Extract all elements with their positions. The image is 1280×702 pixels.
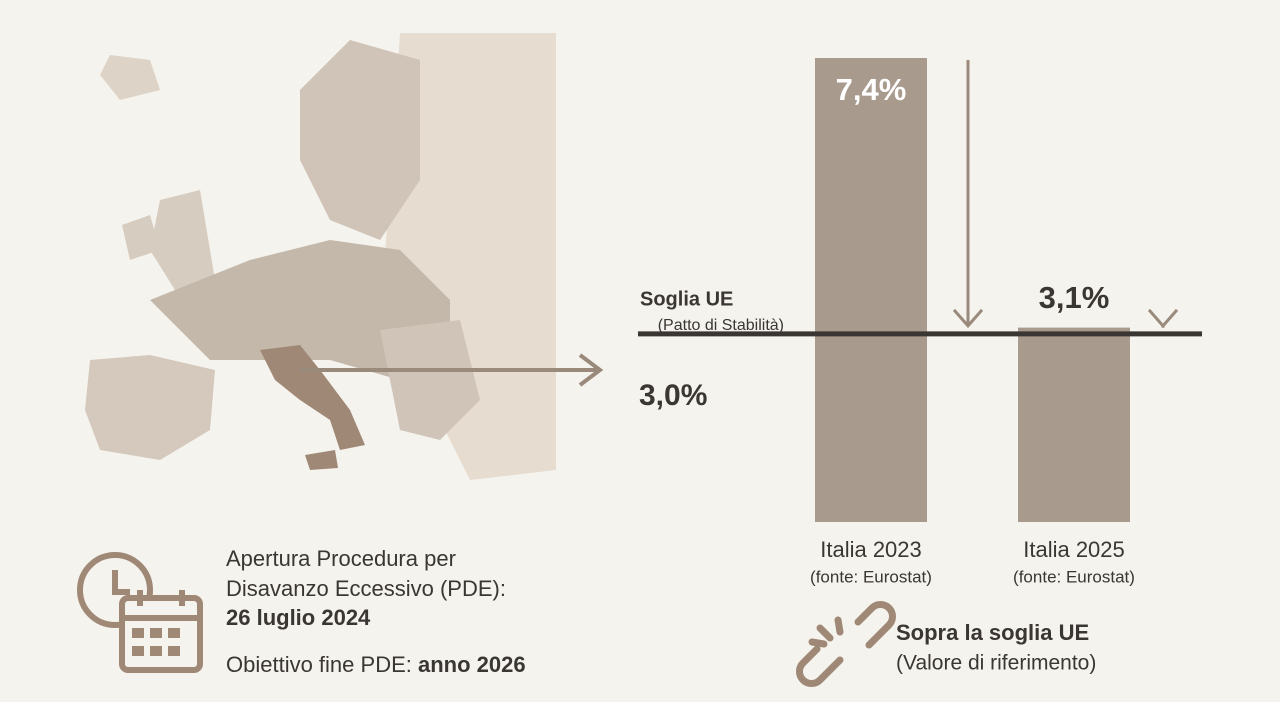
map-arrow-head — [578, 353, 604, 387]
chain-icon — [796, 601, 896, 687]
threshold-label: 3,0% — [639, 379, 707, 412]
down-arrow-head — [1147, 308, 1179, 329]
category-note: (fonte: Eurostat) — [810, 567, 932, 586]
value-label: 7,4% — [836, 72, 907, 107]
down-arrow-head — [952, 308, 984, 329]
category-note: (fonte: Eurostat) — [1013, 567, 1135, 586]
bar — [815, 58, 927, 522]
bar — [1018, 327, 1130, 522]
procedure-goal: Obiettivo fine PDE: anno 2026 — [226, 652, 526, 677]
calendar-cells — [132, 628, 180, 656]
legend-note: (Valore di riferimento) — [896, 652, 1096, 675]
goal-label: Obiettivo fine PDE: — [226, 652, 412, 677]
procedure-line: Disavanzo Eccessivo (PDE): — [226, 576, 506, 601]
category-label: Italia 2023 — [820, 537, 922, 562]
goal-value: anno 2026 — [418, 652, 526, 677]
value-label: 3,1% — [1039, 280, 1110, 315]
threshold-name: Soglia UE — [640, 288, 733, 310]
procedure-date: 26 luglio 2024 — [226, 605, 371, 630]
threshold-note: (Patto di Stabilità) — [658, 317, 784, 334]
procedure-line: Apertura Procedura per — [226, 546, 456, 571]
category-label: Italia 2025 — [1023, 537, 1125, 562]
legend-title: Sopra la soglia UE — [896, 620, 1089, 645]
